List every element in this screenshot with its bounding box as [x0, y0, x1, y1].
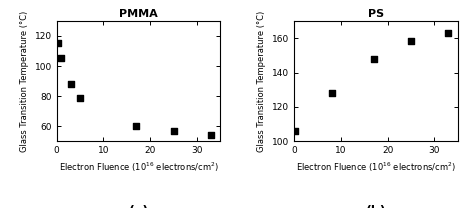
Point — [133, 125, 140, 128]
Point — [58, 57, 65, 60]
Point — [445, 31, 452, 35]
Point — [67, 82, 75, 86]
Text: (a): (a) — [128, 205, 149, 208]
Point — [328, 92, 335, 95]
Point — [207, 134, 215, 137]
Y-axis label: Glass Transition Temperature (°C): Glass Transition Temperature (°C) — [257, 10, 266, 152]
Point — [170, 129, 177, 132]
Title: PS: PS — [368, 9, 384, 19]
Y-axis label: Glass Transition Temperature (°C): Glass Transition Temperature (°C) — [20, 10, 29, 152]
X-axis label: Electron Fluence (10$^{16}$ electrons/cm$^2$): Electron Fluence (10$^{16}$ electrons/cm… — [296, 161, 456, 174]
Title: PMMA: PMMA — [119, 9, 158, 19]
X-axis label: Electron Fluence (10$^{16}$ electrons/cm$^2$): Electron Fluence (10$^{16}$ electrons/cm… — [59, 161, 219, 174]
Point — [76, 96, 84, 99]
Point — [291, 129, 299, 133]
Text: (b): (b) — [366, 205, 386, 208]
Point — [370, 57, 378, 60]
Point — [54, 42, 61, 45]
Point — [407, 40, 415, 43]
